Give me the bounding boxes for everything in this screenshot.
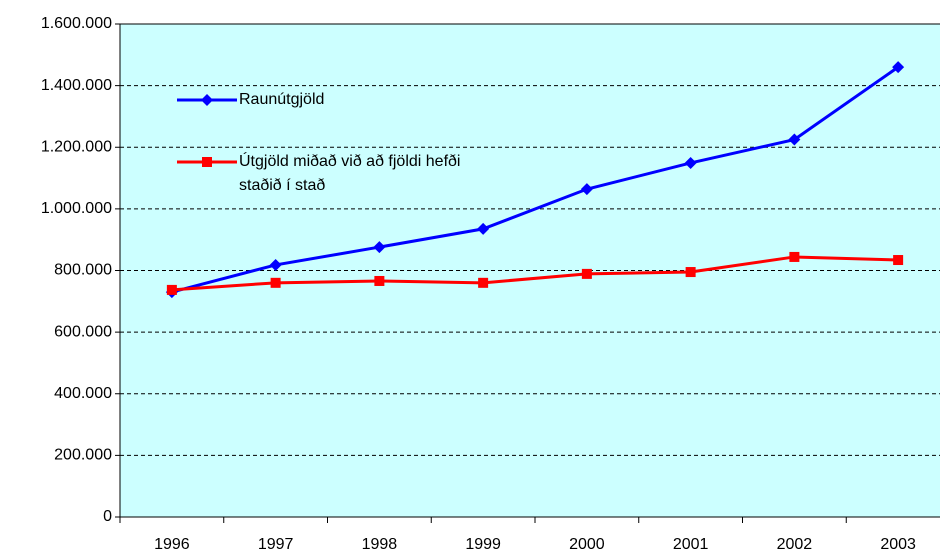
data-point — [478, 277, 489, 288]
data-point — [373, 241, 386, 254]
data-point — [580, 183, 593, 196]
data-point — [270, 277, 281, 288]
y-tick-label: 0 — [103, 508, 112, 525]
data-point — [166, 284, 177, 295]
data-point — [685, 267, 696, 278]
x-tick-label: 1997 — [258, 536, 294, 553]
y-tick-label: 1.000.000 — [41, 200, 112, 217]
data-point — [581, 268, 592, 279]
y-tick-label: 1.400.000 — [41, 77, 112, 94]
y-tick-label: 400.000 — [54, 385, 112, 402]
data-point — [789, 251, 800, 262]
data-point — [269, 258, 282, 271]
legend-marker — [201, 94, 213, 106]
legend-label: Raunútgjöld — [239, 91, 325, 108]
series-line — [171, 255, 899, 292]
series-line — [171, 65, 899, 294]
y-tick-label: 1.600.000 — [41, 15, 112, 32]
legend-marker — [202, 157, 212, 167]
y-tick-label: 600.000 — [54, 323, 112, 340]
data-point — [477, 222, 490, 235]
legend-label: Útgjöld miðað við að fjöldi hefði staðið… — [239, 153, 461, 194]
y-tick-label: 200.000 — [54, 447, 112, 464]
x-tick-label: 1999 — [465, 536, 501, 553]
x-tick-label: 1996 — [154, 536, 190, 553]
x-tick-label: 1998 — [362, 536, 398, 553]
x-tick-label: 2001 — [673, 536, 709, 553]
data-point — [892, 61, 905, 74]
x-tick-label: 2003 — [880, 536, 916, 553]
data-point — [893, 255, 904, 266]
data-point — [788, 133, 801, 146]
data-point — [374, 275, 385, 286]
data-point — [684, 156, 697, 169]
y-tick-label: 1.200.000 — [41, 138, 112, 155]
y-tick-label: 800.000 — [54, 262, 112, 279]
x-tick-label: 2000 — [569, 536, 605, 553]
x-tick-label: 2002 — [777, 536, 813, 553]
